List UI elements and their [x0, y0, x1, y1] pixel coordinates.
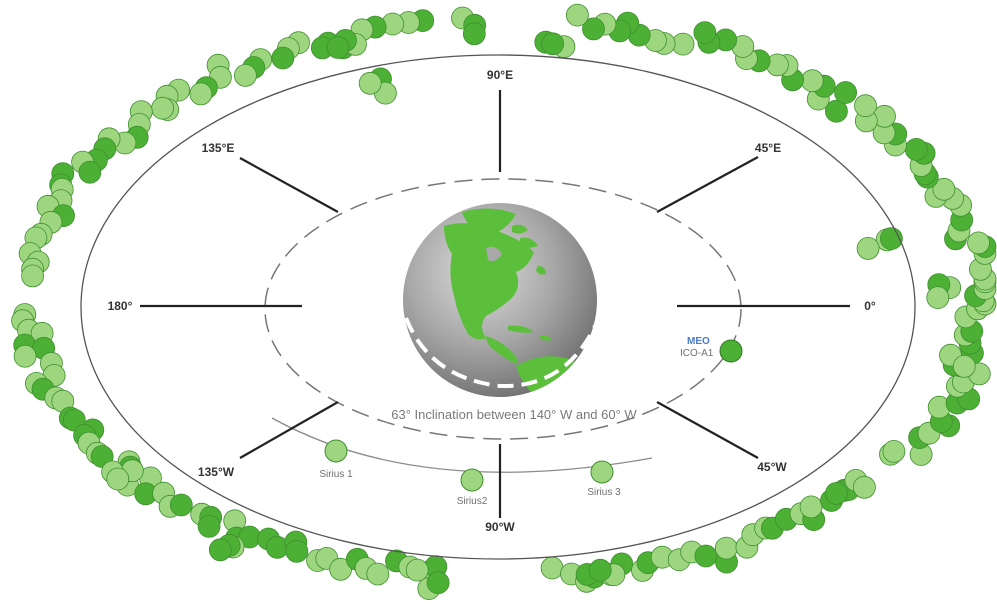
geo-satellite: [78, 160, 102, 184]
label-45w: 45°W: [757, 460, 787, 474]
geo-satellite-ring: [11, 3, 997, 600]
geo-satellite: [856, 236, 880, 260]
geo-satellite: [271, 46, 295, 70]
geo-satellite: [13, 344, 37, 368]
geo-satellite: [714, 536, 738, 560]
spoke-135e: [239, 157, 339, 213]
sirius-orbit-arc: [271, 417, 653, 473]
meo-satellite-name: ICO-A1: [680, 348, 714, 359]
geo-satellite: [904, 137, 928, 161]
sirius-2-label: Sirius2: [457, 496, 488, 507]
meo-orbit-ellipse: [264, 178, 742, 440]
earth-globe: [403, 203, 598, 397]
geo-satellite: [825, 99, 848, 123]
geo-satellite: [358, 71, 382, 95]
geo-satellite: [588, 558, 612, 582]
geo-satellite: [366, 562, 390, 586]
label-135w: 135°W: [198, 465, 235, 479]
meo-satellite: [719, 339, 743, 363]
geo-satellite: [582, 17, 605, 41]
geo-orbit-ellipse: [80, 54, 916, 560]
geo-satellite: [799, 495, 823, 519]
sirius-1-label: Sirius 1: [319, 469, 353, 480]
geo-satellite: [834, 81, 857, 104]
label-180: 180°: [108, 299, 133, 313]
geo-satellite: [426, 571, 450, 595]
label-45e: 45°E: [755, 141, 781, 155]
geo-satellite: [208, 538, 232, 562]
geo-satellite: [693, 21, 717, 44]
inclination-arc: [404, 317, 598, 389]
sirius-1-satellite: [324, 439, 348, 463]
direction-spokes: [140, 90, 850, 518]
geo-satellite: [285, 539, 309, 563]
sirius-3-satellite: [590, 460, 614, 484]
geo-satellite: [541, 32, 565, 56]
geo-satellite: [967, 231, 990, 255]
geo-satellite: [462, 22, 486, 46]
label-90e: 90°E: [487, 68, 513, 82]
geo-satellite: [952, 354, 976, 378]
spoke-135w: [239, 401, 339, 459]
meo-category-label: MEO: [687, 336, 710, 347]
geo-satellite: [169, 493, 193, 517]
geo-satellite: [932, 177, 956, 201]
geo-satellite: [151, 96, 175, 120]
label-0: 0°: [864, 299, 876, 313]
geo-satellite: [800, 69, 824, 93]
label-135e: 135°E: [202, 141, 235, 155]
geo-satellite: [882, 439, 906, 463]
geo-satellite: [405, 558, 429, 582]
geo-satellite: [329, 557, 353, 581]
geo-satellite: [197, 514, 221, 538]
geo-satellite: [189, 82, 213, 106]
geo-satellite: [106, 467, 130, 491]
spoke-45e: [656, 156, 759, 213]
geo-satellite: [566, 3, 589, 27]
sirius-2-satellite: [460, 468, 484, 492]
sirius-3-label: Sirius 3: [587, 487, 621, 498]
geo-satellite: [926, 286, 950, 310]
label-90w: 90°W: [485, 520, 515, 534]
inclination-caption: 63° Inclination between 140° W and 60° W: [391, 407, 637, 422]
geo-satellite: [540, 556, 564, 580]
geo-satellite: [853, 475, 876, 499]
geo-satellite: [21, 264, 44, 288]
geo-satellite: [854, 94, 877, 118]
geo-satellite: [326, 36, 350, 59]
geo-satellite: [694, 544, 718, 568]
spoke-45w: [656, 401, 759, 459]
geo-satellite: [233, 64, 257, 87]
geo-satellite: [825, 481, 848, 505]
